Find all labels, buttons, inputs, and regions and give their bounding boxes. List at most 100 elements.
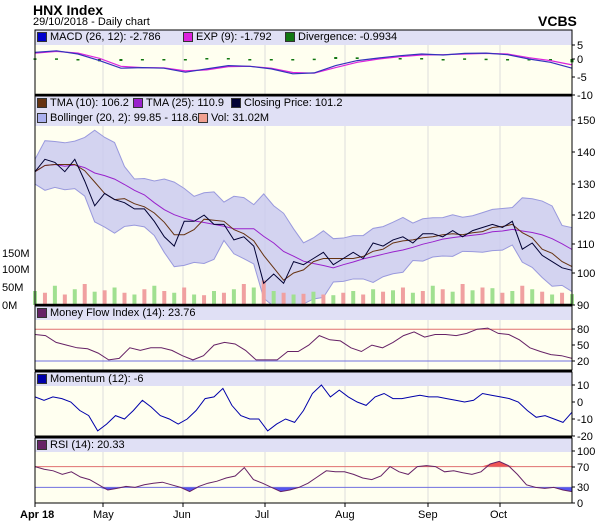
divergence-bar	[226, 58, 230, 60]
legend-swatch	[183, 32, 193, 42]
divergence-bar	[76, 59, 80, 61]
legend-swatch	[133, 98, 143, 108]
momentum-panel-legend-bg	[35, 372, 572, 386]
mfi-legend: Money Flow Index (14): 23.76	[37, 307, 196, 319]
volume-bar	[560, 292, 565, 305]
price-legend-item: TMA (10): 106.2	[37, 97, 129, 109]
mfi-line	[34, 327, 573, 361]
volume-tick: 50M	[2, 282, 23, 294]
price-axis-tick: 100	[577, 268, 595, 280]
x-tick-label: Sep	[418, 509, 438, 521]
volume-bar	[341, 292, 346, 305]
chart-title: HNX Index	[33, 2, 104, 18]
volume-bar	[440, 289, 445, 305]
macd-axis-tick: -10	[577, 90, 593, 102]
volume-tick: 0M	[2, 300, 17, 312]
price-axis-tick: 140	[577, 147, 595, 159]
macd-axis-tick: -5	[577, 72, 587, 84]
divergence-bar	[205, 58, 209, 60]
volume-bar	[62, 294, 67, 305]
legend-swatch	[37, 32, 47, 42]
legend-label: Divergence: -0.9934	[298, 31, 398, 43]
x-tick-label: Jun	[173, 509, 191, 521]
price-axis-tick: 150	[577, 115, 595, 127]
divergence-bar	[119, 59, 123, 61]
mfi-axis-tick: 80	[577, 324, 589, 336]
x-tick-label: Apr 18	[20, 509, 54, 521]
legend-label: TMA (25): 110.9	[146, 97, 225, 109]
rsi-axis-tick: 0	[577, 498, 583, 510]
volume-bar	[82, 284, 87, 305]
volume-bar	[430, 285, 435, 305]
divergence-bar	[334, 57, 338, 59]
volume-tick: 100M	[2, 264, 30, 276]
divergence-bar	[398, 58, 402, 60]
volume-bar	[251, 287, 256, 305]
brand-label: VCBS	[538, 13, 577, 29]
legend-swatch	[37, 113, 47, 123]
volume-bar	[530, 289, 535, 305]
mfi-axis-tick: 20	[577, 356, 589, 368]
volume-bar	[122, 292, 127, 305]
volume-bar	[410, 292, 415, 305]
volume-bar	[381, 291, 386, 305]
volume-bar	[391, 290, 395, 305]
price-legend-item: Bollinger (20, 2): 99.85 - 118.6	[37, 112, 198, 124]
legend-label: Bollinger (20, 2): 99.85 - 118.6	[50, 112, 198, 124]
x-tick-label: May	[93, 509, 114, 521]
volume-bar	[132, 294, 137, 305]
volume-bar	[271, 291, 276, 305]
price-axis-tick: 110	[577, 239, 595, 251]
divergence-bar	[54, 58, 58, 60]
legend-label: EXP (9): -1.792	[196, 31, 272, 43]
momentum-axis-tick: 10	[577, 380, 589, 392]
tma25-line	[34, 163, 573, 269]
volume-bar	[152, 285, 157, 305]
volume-bar	[460, 284, 465, 305]
volume-bar	[301, 293, 306, 305]
rsi-axis-tick: 100	[577, 446, 595, 458]
legend-swatch	[37, 374, 47, 384]
chart-subtitle: 29/10/2018 - Daily chart	[33, 16, 150, 28]
volume-bar	[212, 291, 216, 305]
volume-bar	[261, 280, 266, 305]
legend-label: MACD (26, 12): -2.786	[50, 31, 161, 43]
divergence-bar	[441, 59, 445, 61]
legend-label: Closing Price: 101.2	[244, 97, 343, 109]
momentum-line	[34, 384, 573, 432]
divergence-bar	[484, 58, 488, 61]
rsi-legend: RSI (14): 20.33	[37, 439, 125, 451]
price-axis-tick: 120	[577, 210, 595, 222]
volume-tick: 150M	[2, 248, 30, 260]
price-legend-item: TMA (25): 110.9	[133, 97, 224, 109]
macd-line	[34, 50, 573, 75]
x-tick-label: Aug	[335, 509, 355, 521]
divergence-bar	[312, 58, 316, 61]
volume-bar	[540, 291, 545, 305]
price-axis-tick: 90	[577, 300, 589, 312]
divergence-bar	[420, 58, 424, 60]
tma10-line	[34, 164, 573, 281]
legend-label: Money Flow Index (14): 23.76	[50, 307, 196, 319]
divergence-bar	[140, 59, 144, 61]
volume-bar	[42, 292, 47, 305]
price-axis-tick: 130	[577, 179, 595, 191]
volume-bar	[490, 288, 495, 305]
volume-bar	[510, 291, 515, 305]
volume-bar	[450, 291, 455, 305]
volume-bar	[52, 285, 57, 305]
divergence-bar	[549, 59, 553, 61]
rsi-panel-legend-bg	[35, 438, 572, 452]
legend-label: Vol: 31.02M	[211, 112, 270, 124]
legend-label: Momentum (12): -6	[50, 373, 144, 385]
macd-legend-item: EXP (9): -1.792	[183, 31, 272, 43]
divergence-bar	[162, 59, 166, 61]
volume-bar	[92, 291, 97, 305]
volume-bar	[202, 295, 207, 305]
volume-bar	[221, 292, 226, 305]
divergence-bar	[527, 59, 531, 61]
legend-swatch	[37, 98, 47, 108]
volume-bar	[291, 294, 296, 305]
volume-bar	[550, 294, 555, 305]
